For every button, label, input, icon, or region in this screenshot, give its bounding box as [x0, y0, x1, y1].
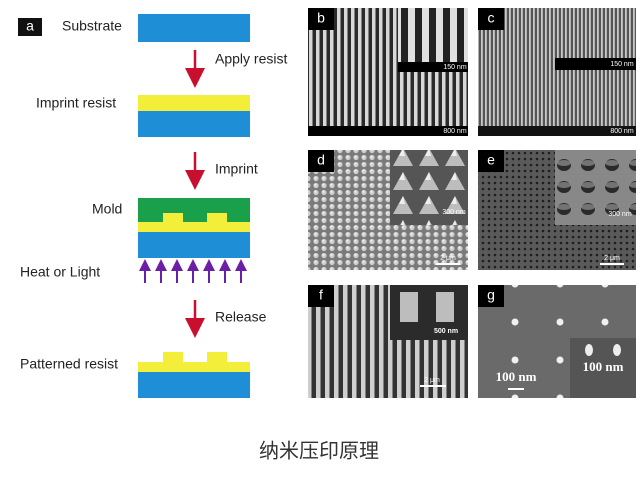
step-label: Imprint resist — [36, 95, 116, 111]
scale-label: 2 μm — [604, 255, 620, 262]
substrate — [138, 111, 250, 137]
label-box — [308, 8, 334, 30]
sem-feature — [613, 344, 621, 356]
sem-feature — [400, 292, 418, 322]
panel-label: b — [317, 10, 325, 26]
scale-bar — [508, 388, 524, 390]
panel-label: c — [488, 10, 495, 26]
scale-label: 800 nm — [443, 128, 467, 135]
mold — [138, 198, 250, 222]
scale-bar — [600, 263, 624, 265]
step-label: Release — [215, 309, 267, 325]
scale-bar — [398, 62, 468, 72]
step-label: Heat or Light — [20, 264, 100, 280]
sem-feature — [436, 292, 454, 322]
sem-inset — [390, 150, 468, 225]
substrate — [138, 372, 250, 398]
label-box — [308, 285, 334, 307]
label-box — [478, 150, 504, 172]
step-label: Patterned resist — [20, 356, 118, 372]
resist — [138, 213, 250, 232]
sem-inset — [555, 150, 636, 225]
panel-label: d — [317, 152, 325, 168]
step-label: Imprint — [215, 161, 258, 177]
substrate — [138, 14, 250, 42]
scale-bar — [436, 263, 460, 265]
resist — [138, 352, 250, 372]
panel-label: e — [487, 152, 495, 168]
label-box — [478, 285, 504, 307]
substrate — [138, 232, 250, 258]
scale-label: 100 nm — [496, 369, 537, 384]
sem-feature — [585, 344, 593, 356]
scale-label: 800 nm — [610, 128, 634, 135]
scale-label: 300 nm — [442, 209, 466, 216]
sem-inset — [398, 8, 468, 70]
label-box — [308, 150, 334, 172]
step-label: Mold — [92, 201, 122, 217]
scale-label: 2 μm — [440, 255, 456, 262]
scale-label: 150 nm — [610, 61, 634, 68]
sem-inset — [570, 338, 636, 398]
sem-image — [478, 8, 636, 136]
step-label: Substrate — [62, 18, 122, 34]
panel-label: g — [487, 287, 495, 303]
scale-label: 500 nm — [434, 328, 458, 335]
resist — [138, 95, 250, 111]
label-box — [478, 8, 504, 30]
scale-bar — [555, 58, 636, 70]
scale-label: 2 μm — [424, 377, 440, 384]
scale-label: 150 nm — [443, 64, 467, 71]
scale-bar — [420, 385, 446, 387]
panel-label: f — [319, 287, 323, 303]
caption: 纳米压印原理 — [259, 439, 379, 463]
scale-label: 300 nm — [608, 211, 632, 218]
scale-bar — [478, 126, 636, 136]
scale-label: 100 nm — [583, 359, 624, 374]
heat-arrows — [139, 259, 247, 283]
label-box — [18, 18, 42, 36]
panel-label: a — [26, 18, 34, 34]
step-label: Apply resist — [215, 51, 287, 67]
scale-bar — [308, 126, 468, 136]
